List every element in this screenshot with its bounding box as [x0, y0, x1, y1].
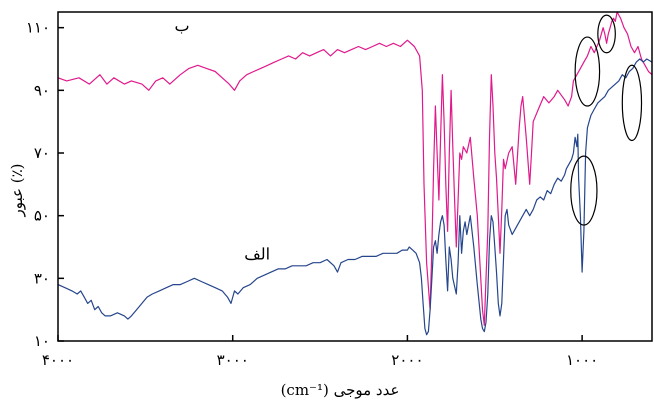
- y-tick-label: ۳۰: [34, 269, 50, 287]
- series-line-b: [57, 11, 653, 326]
- series-line-alef: [57, 58, 653, 336]
- axes-layer: ۴۰۰۰ ۳۰۰۰ ۲۰۰۰ ۱۰۰۰ ۱۰ ۳۰ ۵۰ ۷۰ ۹۰ ۱۱۰: [26, 11, 653, 369]
- x-tick-label: ۴۰۰۰: [42, 351, 74, 369]
- y-tick-label: ۵۰: [34, 207, 50, 225]
- annotation-ellipse: [597, 14, 616, 54]
- annotation-ellipse: [570, 155, 598, 226]
- x-axis-label: (cm⁻¹) عدد موجی: [281, 381, 400, 399]
- annotation-layer: [570, 14, 643, 226]
- series-label: الف: [244, 245, 270, 264]
- series-layer: ب الف: [57, 11, 653, 336]
- x-tick-label: ۱۰۰۰: [566, 351, 598, 369]
- annotation-ellipse: [574, 36, 601, 107]
- annotation-ellipse: [621, 64, 643, 142]
- y-tick-label: ۹۰: [34, 81, 50, 99]
- y-axis-label: عبور (٪): [8, 163, 26, 217]
- y-tick-label: ۱۱۰: [26, 19, 50, 37]
- y-tick-label: ۷۰: [34, 144, 50, 162]
- y-tick-label: ۱۰: [34, 332, 50, 350]
- series-label: ب: [175, 16, 190, 35]
- x-tick-label: ۳۰۰۰: [217, 351, 249, 369]
- x-tick-label: ۲۰۰۰: [391, 351, 423, 369]
- plot-frame: [57, 11, 653, 342]
